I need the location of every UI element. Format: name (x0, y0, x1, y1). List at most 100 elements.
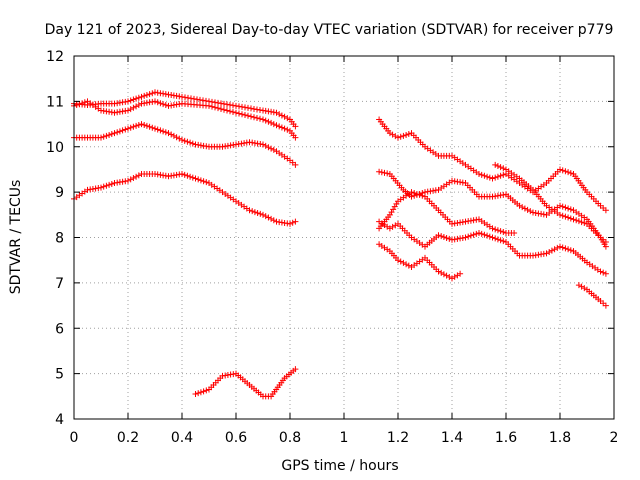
data-point (462, 234, 469, 241)
data-point (215, 105, 221, 112)
data-point (251, 105, 257, 112)
data-point (245, 104, 251, 111)
data-point (98, 134, 104, 141)
data-point (570, 216, 577, 223)
data-point (182, 94, 188, 101)
data-point (133, 173, 140, 180)
data-point (557, 202, 563, 209)
data-point (245, 112, 251, 119)
data-point (125, 177, 131, 184)
data-point (209, 103, 215, 110)
data-point (130, 123, 137, 130)
data-point (497, 237, 504, 244)
data-point (133, 95, 140, 102)
data-point (270, 217, 277, 224)
data-point (103, 182, 110, 189)
data-point (135, 121, 142, 128)
data-point (76, 101, 83, 108)
data-point (575, 218, 582, 225)
data-point (546, 249, 553, 256)
data-point (478, 230, 485, 237)
data-point (489, 225, 496, 232)
data-point (395, 257, 401, 264)
data-point (551, 246, 558, 253)
data-point (133, 103, 140, 110)
data-point (206, 102, 212, 109)
data-point (260, 116, 266, 123)
grid (74, 56, 614, 419)
data-point (179, 136, 185, 143)
data-point (473, 230, 480, 237)
data-point (187, 173, 194, 180)
data-point (492, 161, 499, 168)
data-point (575, 282, 582, 289)
data-point (281, 125, 288, 132)
data-point (548, 247, 555, 254)
axis-ticks: 0 0.2 0.4 0.6 0.8 1 1.2 1.4 1.6 1.8 2 4 5 6 7 8 9 10 11 12 (46, 49, 618, 446)
data-point (519, 204, 526, 211)
data-point (405, 131, 412, 138)
data-point (125, 98, 131, 105)
data-point (492, 174, 499, 181)
data-point (273, 122, 280, 129)
data-point (130, 104, 137, 111)
data-point (524, 206, 531, 213)
data-point (292, 161, 299, 168)
data-point (443, 234, 450, 241)
data-point (122, 126, 129, 133)
data-point (268, 215, 275, 222)
data-point (289, 219, 296, 226)
data-point (287, 220, 293, 227)
data-point (602, 207, 609, 214)
series-s1 (71, 89, 299, 130)
data-point (197, 177, 204, 184)
data-point (557, 243, 563, 250)
data-point (567, 170, 574, 177)
data-point (130, 175, 137, 182)
data-point (170, 132, 177, 139)
data-point (176, 135, 183, 142)
data-point (602, 239, 609, 246)
data-point (440, 271, 447, 278)
data-point (179, 93, 185, 100)
data-point (230, 102, 236, 109)
data-point (227, 101, 233, 108)
data-point (602, 302, 609, 309)
data-point (239, 111, 245, 118)
data-point (446, 273, 453, 280)
data-point (438, 233, 445, 240)
data-point (403, 261, 410, 268)
data-point (152, 98, 158, 105)
data-point (451, 273, 458, 280)
data-point (476, 170, 482, 177)
data-point (265, 144, 272, 151)
data-point (562, 245, 569, 252)
data-point (179, 170, 185, 177)
data-point (500, 229, 507, 236)
data-point (138, 121, 145, 128)
data-point (392, 222, 399, 229)
data-point (276, 123, 283, 130)
data-point (212, 104, 218, 111)
series-s10 (376, 218, 609, 277)
data-point (254, 209, 261, 216)
data-point (492, 226, 499, 233)
data-point (224, 101, 230, 108)
y-tick-label: 5 (55, 367, 64, 383)
data-point (100, 183, 107, 190)
data-point (554, 244, 561, 251)
data-point (562, 204, 569, 211)
x-tick-label: 1 (340, 430, 349, 446)
data-point (557, 211, 563, 218)
data-point (143, 122, 150, 129)
data-point (262, 117, 269, 124)
data-point (189, 174, 196, 181)
data-point (160, 101, 167, 108)
data-point (567, 247, 574, 254)
data-point (435, 232, 442, 239)
y-tick-label: 7 (55, 276, 64, 292)
data-point (565, 169, 572, 176)
y-tick-label: 9 (55, 185, 64, 201)
data-point (197, 389, 204, 396)
data-point (149, 124, 156, 131)
